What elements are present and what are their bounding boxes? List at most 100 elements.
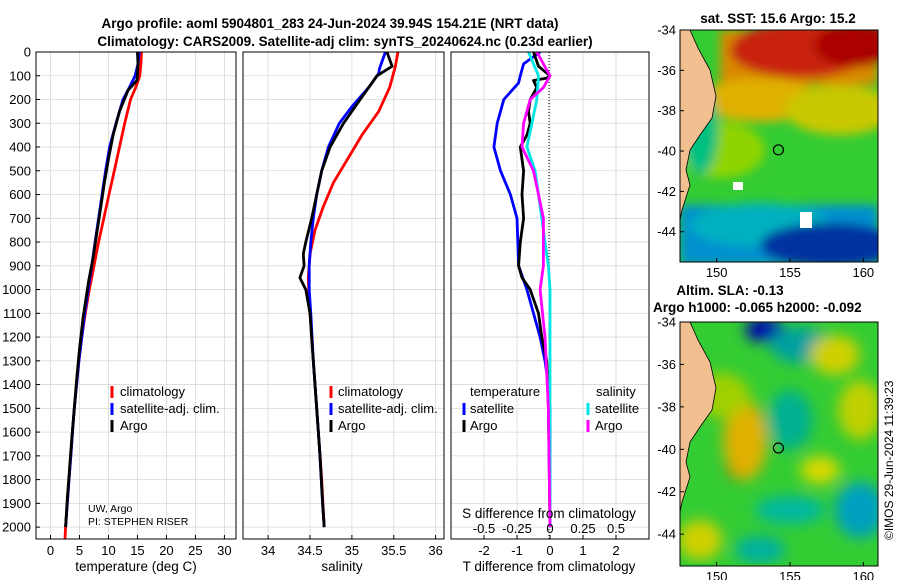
legend-label-s-satellite: satellite [595,401,639,416]
x-tick-label: 10 [101,543,115,558]
sla-map-title-line1: Altim. SLA: -0.13 [676,283,784,298]
t-difference-xlabel: T difference from climatology [463,559,636,574]
x-tick-label: 1 [579,543,586,558]
map-y-tick-label: -42 [657,184,676,199]
legend-label-satellite: satellite-adj. clim. [338,401,438,416]
sla-map: Altim. SLA: -0.13 Argo h1000: -0.065 h20… [653,283,879,580]
sla-coastline [680,322,717,513]
salinity-axes-frame [242,51,445,540]
salinity-tick-labels: 34 34.5 35 35.5 36 [261,535,443,558]
map-y-tick-label: -40 [657,144,676,159]
map-x-tick-label: 155 [779,569,801,580]
legend-label-s-argo: Argo [595,418,622,433]
x-tick-label: 35.5 [381,543,406,558]
y-tick-label: 200 [9,92,31,107]
sst-argo-marker [772,144,785,156]
sla-map-title-line2: Argo h1000: -0.065 h2000: -0.092 [653,300,862,315]
salinity-legend: climatology satellite-adj. clim. Argo [329,384,438,433]
series-line-argo [298,52,394,528]
figure-title-line1: Argo profile: aoml 5904801_283 24-Jun-20… [102,16,559,31]
x-tick-label: -2 [478,543,490,558]
s-difference-tick-labels: -0.5 -0.25 0 0.25 0.5 [473,521,625,536]
x-tick-label: 2 [612,543,619,558]
difference-series [492,52,552,528]
temperature-series [63,52,143,539]
sla-field [680,322,878,564]
y-tick-label: 1400 [2,377,31,392]
y-tick-label: 400 [9,140,31,155]
salinity-xlabel: salinity [321,559,363,574]
sst-map-frame [679,29,879,263]
y-tick-label: 1700 [2,448,31,463]
temperature-legend: climatology satellite-adj. clim. Argo [110,384,220,433]
legend-label-argo: Argo [338,418,365,433]
x-tick-label: 15 [130,543,144,558]
pressure-tick-labels: 0 100 200 300 400 500 600 700 800 900 1000 1100 1200… [2,45,40,535]
legend-label-climatology: climatology [120,384,186,399]
map-y-tick-label: -40 [657,442,676,457]
salinity-panel: 34 34.5 35 35.5 36 salinity climatology sate… [242,51,445,574]
legend-title-salinity: salinity [596,384,636,399]
y-tick-label: 700 [9,211,31,226]
y-tick-label: 300 [9,116,31,131]
map-x-tick-label: 160 [852,265,874,280]
y-tick-label: 100 [9,68,31,83]
x-tick-label: -1 [511,543,523,558]
map-y-tick-label: -42 [657,484,676,499]
map-y-tick-label: -36 [657,357,676,372]
y-tick-label: 1500 [2,401,31,416]
legend-label-satellite: satellite-adj. clim. [120,401,220,416]
x-tick-label: 36 [428,543,442,558]
map-y-tick-label: -36 [657,63,676,78]
sst-field [680,30,878,262]
legend-label-argo: Argo [120,418,147,433]
sst-tick-labels: -34 -36 -38 -40 -42 -44 150 155 160 [657,23,874,281]
sst-map-title: sat. SST: 15.6 Argo: 15.2 [700,11,856,26]
map-y-tick-label: -34 [657,315,676,330]
y-tick-label: 1100 [3,306,31,321]
map-x-tick-label: 160 [852,569,874,580]
series-line-argo [64,52,140,528]
sst-gap [733,182,743,190]
temperature-xlabel: temperature (deg C) [75,559,197,574]
y-tick-label: 500 [9,163,31,178]
sst-gap [800,212,812,228]
y-tick-label: 1200 [2,330,31,345]
y-tick-label: 1900 [2,496,31,511]
temperature-grid [36,51,236,539]
figure-title-line2: Climatology: CARS2009. Satellite-adj cli… [97,34,592,49]
legend-title-temperature: temperature [470,384,540,399]
map-x-tick-label: 150 [706,569,728,580]
x-tick-label: 25 [188,543,202,558]
legend-label-t-satellite: satellite [470,401,514,416]
x2-tick-label: 0 [546,521,553,536]
y-tick-label: 1800 [2,472,31,487]
x-tick-label: 30 [217,543,231,558]
x-tick-label: 35 [345,543,359,558]
temperature-tick-labels: 0 5 10 15 20 25 30 [47,535,232,558]
y-tick-label: 0 [24,45,31,60]
t-difference-tick-labels: -2 -1 0 1 2 [478,535,620,558]
difference-legend: temperature salinity satellite Argo sate… [462,384,639,433]
y-tick-label: 900 [9,258,31,273]
temperature-plot-area [36,52,236,539]
x-tick-label: 5 [76,543,83,558]
y-tick-label: 1300 [2,353,31,368]
y-tick-label: 1000 [2,282,31,297]
credit-line2: PI: STEPHEN RISER [88,516,189,528]
temperature-panel: 0100200300400500600700800900100011001200… [2,45,237,574]
credit-line1: UW, Argo [88,503,133,515]
legend-label-climatology: climatology [338,384,404,399]
map-x-tick-label: 150 [706,265,728,280]
x-tick-label: 34.5 [297,543,322,558]
map-y-tick-label: -44 [657,224,676,239]
x2-tick-label: -0.25 [502,521,532,536]
sla-map-frame [679,321,879,567]
map-y-tick-label: -44 [657,527,676,542]
sst-map: sat. SST: 15.6 Argo: 15.2 -34 -36 -38 -40 -4… [657,11,879,281]
map-y-tick-label: -38 [657,399,676,414]
x2-tick-label: -0.5 [473,521,495,536]
salinity-series [298,52,400,528]
y-tick-label: 600 [9,187,31,202]
